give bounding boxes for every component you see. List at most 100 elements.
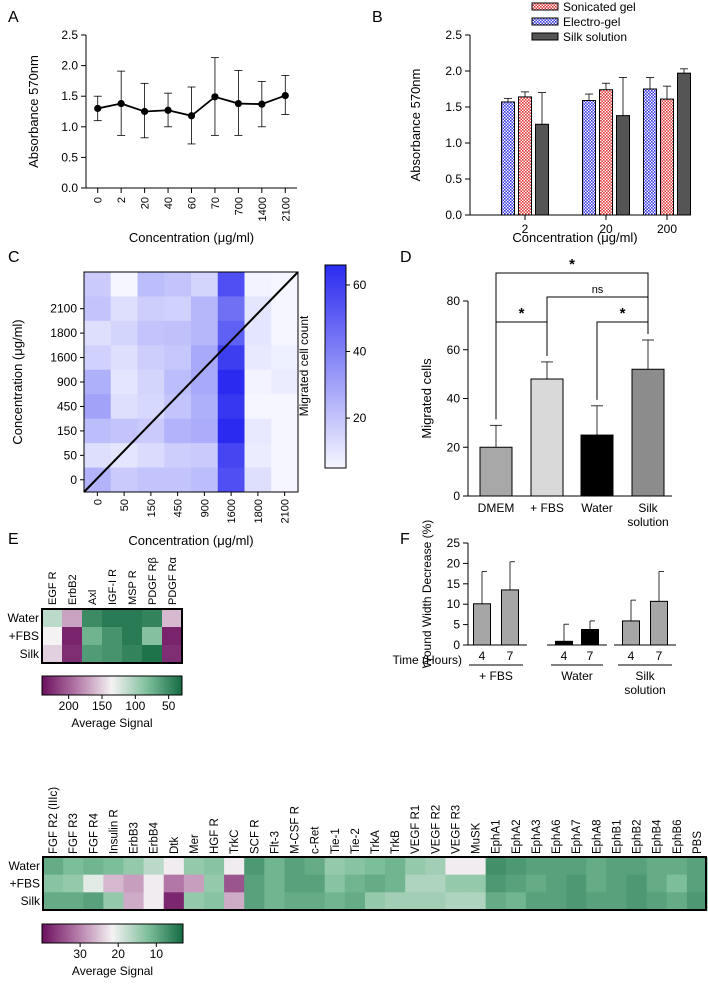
heatmap-cell bbox=[191, 467, 219, 493]
heatmap-cell bbox=[445, 874, 467, 893]
heatmap-cell bbox=[686, 874, 708, 893]
x-tick-label: 20 bbox=[140, 197, 152, 209]
heatmap-cell bbox=[304, 874, 326, 893]
heatmap-cell bbox=[505, 892, 527, 911]
column-label: Axl bbox=[87, 590, 99, 605]
heatmap-cell bbox=[304, 892, 326, 911]
heatmap-cell bbox=[137, 467, 165, 493]
heatmap-cell bbox=[606, 874, 628, 893]
column-label: EphA8 bbox=[591, 819, 603, 854]
significance-label: * bbox=[569, 256, 575, 273]
legend-label: Sonicated gel bbox=[563, 0, 636, 14]
y-tick-label: 2.5 bbox=[61, 28, 78, 42]
column-label: TrkC bbox=[229, 830, 241, 854]
heatmap-cell bbox=[525, 874, 547, 893]
heatmap-cell bbox=[586, 892, 607, 911]
panel-label-f: F bbox=[400, 531, 410, 548]
heatmap-cell bbox=[505, 857, 527, 876]
heatmap-cell bbox=[364, 857, 386, 876]
column-label: TrkA bbox=[370, 830, 382, 854]
y-tick-label: 0.0 bbox=[445, 208, 462, 222]
column-label: PBS bbox=[692, 831, 704, 854]
heatmap-cell bbox=[82, 627, 103, 646]
heatmap-cell bbox=[143, 892, 165, 911]
heatmap-cell bbox=[164, 345, 192, 371]
heatmap-cell bbox=[224, 857, 245, 876]
y-tick-label: 0.5 bbox=[61, 150, 78, 164]
heatmap-cell bbox=[217, 418, 245, 444]
y-tick-label: 1.0 bbox=[445, 136, 462, 150]
heatmap-cell bbox=[217, 272, 245, 297]
bar bbox=[501, 101, 515, 216]
heatmap-cell bbox=[63, 874, 84, 893]
data-point bbox=[234, 99, 242, 108]
group-label: + FBS bbox=[479, 669, 513, 683]
heatmap-cell bbox=[83, 874, 104, 893]
bar bbox=[599, 89, 613, 216]
heatmap-cell bbox=[143, 874, 165, 893]
y-axis-title: Absorbance 570nm bbox=[408, 69, 423, 182]
row-label: +FBS bbox=[10, 877, 40, 891]
heatmap-frame bbox=[41, 608, 183, 664]
y-tick-label: 150 bbox=[57, 424, 77, 438]
data-point bbox=[187, 112, 196, 120]
heatmap-cell bbox=[364, 892, 386, 911]
column-label: FGF R2 (IIIc) bbox=[48, 787, 60, 854]
data-point bbox=[164, 106, 172, 114]
heatmap-cell bbox=[122, 627, 143, 646]
y-tick-label: 0 bbox=[70, 473, 77, 487]
heatmap-cell bbox=[122, 645, 143, 664]
heatmap-cell bbox=[465, 874, 487, 893]
heatmap-cell bbox=[110, 467, 138, 493]
heatmap-cell bbox=[162, 645, 183, 664]
heatmap-cell bbox=[271, 369, 299, 395]
x-tick-label: 200 bbox=[657, 222, 677, 236]
heatmap-cell bbox=[505, 874, 527, 893]
bar bbox=[660, 98, 674, 216]
y-tick-label: 60 bbox=[447, 343, 461, 357]
heatmap-cell bbox=[191, 418, 219, 444]
legend-swatch bbox=[531, 32, 559, 41]
x-tick-label: 40 bbox=[163, 197, 175, 209]
column-label: ErbB2 bbox=[67, 574, 79, 605]
x-tick-label: 450 bbox=[173, 499, 185, 517]
y-tick-label: 2.0 bbox=[445, 64, 462, 78]
heatmap-cell bbox=[284, 892, 306, 911]
heatmap-cell bbox=[191, 394, 219, 420]
heatmap-cell bbox=[82, 609, 103, 628]
y-axis-title: Concentration (μg/ml) bbox=[10, 319, 25, 444]
heatmap-cell bbox=[324, 874, 346, 893]
heatmap-cell bbox=[102, 609, 123, 628]
heatmap-cell bbox=[183, 874, 205, 893]
x-tick-label: 1800 bbox=[253, 499, 265, 523]
heatmap-cell bbox=[566, 857, 587, 876]
column-label: EphA6 bbox=[551, 819, 563, 854]
heatmap-cell bbox=[264, 857, 285, 876]
y-tick-label: 1800 bbox=[50, 326, 77, 340]
heatmap-cell bbox=[191, 296, 219, 322]
bar bbox=[555, 640, 573, 646]
column-label: HGF R bbox=[209, 818, 221, 854]
heatmap-cell bbox=[137, 394, 165, 420]
heatmap-cell bbox=[110, 443, 138, 469]
row-label: Water bbox=[8, 859, 40, 873]
panel-g-heatmap: FGF R2 (IIIc) FGF R3 FGF R4 Insulin R ErbB3 E… bbox=[8, 787, 708, 978]
column-label: MuSK bbox=[471, 822, 483, 854]
heatmap-cell bbox=[546, 892, 567, 911]
heatmap-cell bbox=[84, 345, 112, 371]
heatmap-cell bbox=[143, 857, 165, 876]
colorbar-title: Average Signal bbox=[71, 716, 152, 730]
heatmap-cell bbox=[646, 892, 668, 911]
y-tick-label: 25 bbox=[447, 536, 461, 550]
heatmap-cell bbox=[465, 892, 487, 911]
significance-label: ns bbox=[592, 284, 604, 296]
x-axis-title: Concentration (μg/ml) bbox=[512, 230, 637, 245]
heatmap-cell bbox=[606, 857, 628, 876]
y-tick-label: 20 bbox=[447, 556, 461, 570]
colorbar bbox=[324, 264, 347, 469]
time-tick-label: 4 bbox=[561, 649, 568, 663]
heatmap-cell bbox=[626, 857, 648, 876]
heatmap-cell bbox=[164, 296, 192, 322]
heatmap-cell bbox=[123, 874, 145, 893]
column-label: Dtk bbox=[169, 837, 181, 855]
